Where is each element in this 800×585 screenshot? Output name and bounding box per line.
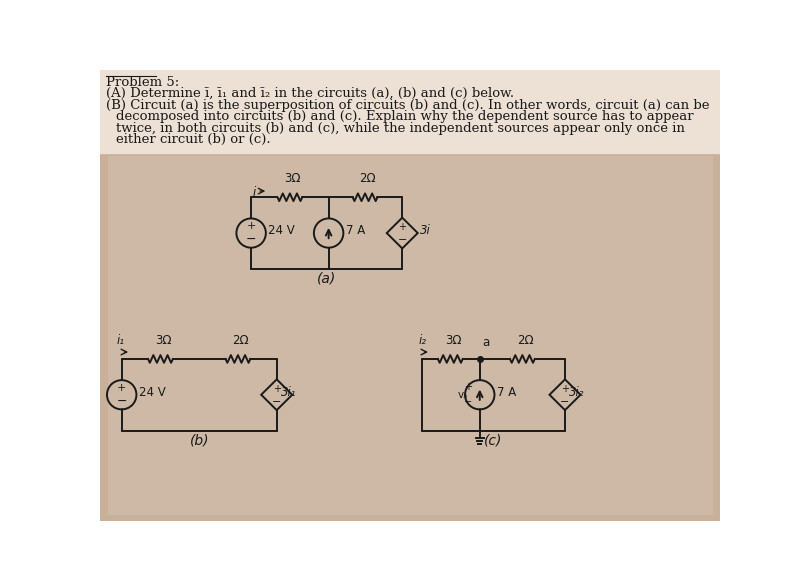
Text: 3Ω: 3Ω — [155, 333, 171, 347]
Text: −: − — [560, 397, 570, 407]
Text: twice, in both circuits (b) and (c), while the independent sources appear only o: twice, in both circuits (b) and (c), whi… — [115, 122, 684, 135]
Text: (A) Determine ī, ī₁ and ī₂ in the circuits (a), (b) and (c) below.: (A) Determine ī, ī₁ and ī₂ in the circui… — [106, 87, 514, 100]
Text: 24 V: 24 V — [138, 386, 166, 399]
Text: (B) Circuit (a) is the superposition of circuits (b) and (c). In other words, ci: (B) Circuit (a) is the superposition of … — [106, 99, 710, 112]
Text: 24 V: 24 V — [268, 224, 295, 238]
Text: 7 A: 7 A — [497, 386, 516, 399]
Text: 2Ω: 2Ω — [360, 172, 376, 185]
Text: decomposed into circuits (b) and (c). Explain why the dependent source has to ap: decomposed into circuits (b) and (c). Ex… — [115, 110, 693, 123]
Text: i₂: i₂ — [418, 333, 426, 347]
Bar — [108, 156, 712, 514]
Text: Problem 5:: Problem 5: — [106, 77, 179, 90]
Bar — [106, 155, 714, 515]
Text: −: − — [246, 233, 256, 246]
Text: v₃: v₃ — [458, 390, 468, 400]
Text: −: − — [272, 397, 282, 407]
Text: +: + — [398, 222, 406, 232]
Text: i₁: i₁ — [117, 333, 125, 347]
Text: −: − — [117, 395, 127, 408]
Text: 7 A: 7 A — [346, 224, 365, 238]
Text: (a): (a) — [317, 271, 336, 285]
Text: i: i — [253, 187, 256, 199]
Text: −: − — [464, 397, 472, 408]
Text: −: − — [398, 235, 407, 245]
Bar — [100, 70, 720, 153]
Text: 2Ω: 2Ω — [233, 333, 249, 347]
Text: +: + — [246, 222, 256, 232]
Text: 3Ω: 3Ω — [285, 172, 301, 185]
Text: +: + — [561, 384, 569, 394]
Text: +: + — [273, 384, 281, 394]
Text: 3Ω: 3Ω — [445, 333, 462, 347]
Text: 3i: 3i — [420, 224, 431, 238]
Text: 3i₂: 3i₂ — [569, 386, 584, 399]
Text: 3i₁: 3i₁ — [281, 386, 296, 399]
Text: (b): (b) — [190, 433, 209, 448]
Text: 2Ω: 2Ω — [517, 333, 534, 347]
Text: +: + — [117, 383, 126, 393]
Text: (c): (c) — [484, 433, 502, 448]
Text: either circuit (b) or (c).: either circuit (b) or (c). — [115, 133, 270, 146]
Text: +: + — [464, 382, 472, 392]
Text: a: a — [482, 336, 490, 349]
